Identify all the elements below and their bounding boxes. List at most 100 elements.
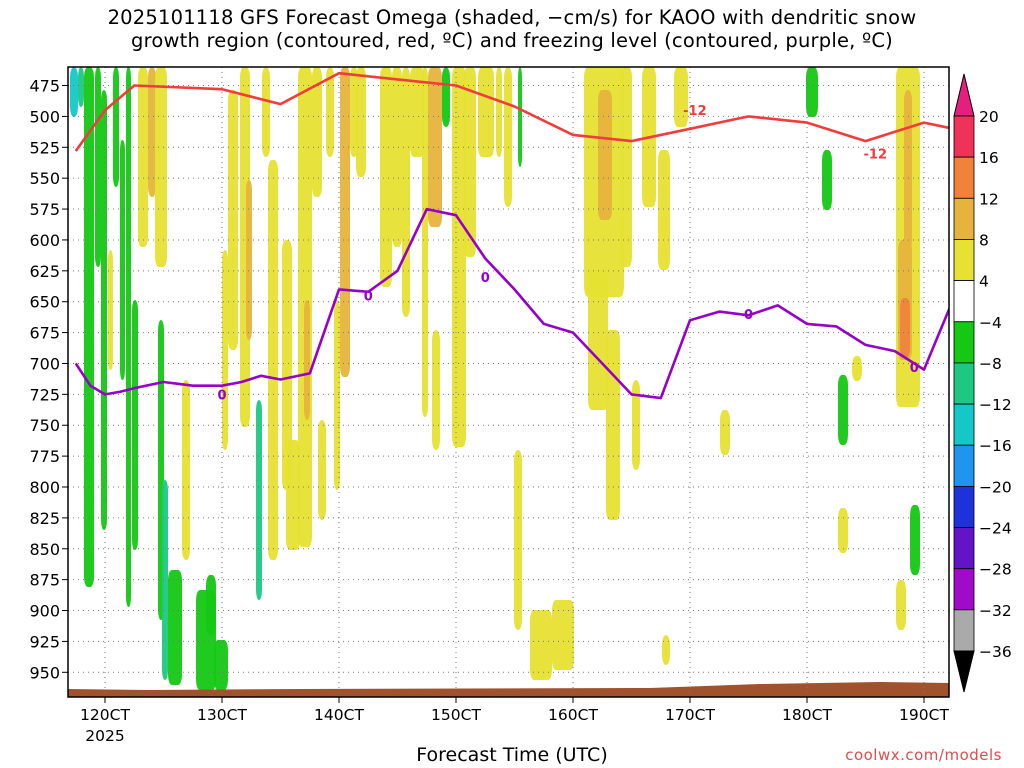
omega-cell [101, 90, 107, 530]
omega-cell [432, 330, 440, 450]
colorbar-swatch [953, 280, 975, 323]
omega-cell [262, 67, 270, 157]
x-tick-label: 130CT [197, 706, 247, 724]
colorbar-swatch [953, 321, 975, 364]
colorbar-label: 4 [979, 273, 989, 291]
freezing-level-label: 0 [910, 361, 919, 376]
omega-cell [268, 160, 278, 560]
colorbar-swatch [953, 403, 975, 446]
grid-layer [68, 67, 949, 697]
colorbar-label: 20 [979, 108, 999, 126]
y-tick-label: 700 [29, 354, 60, 373]
omega-cell [95, 67, 101, 267]
colorbar-label: −36 [979, 643, 1012, 661]
colorbar-swatch [953, 444, 975, 487]
omega-cell [380, 67, 392, 287]
omega-cell [588, 270, 608, 410]
colorbar-label: −28 [979, 561, 1012, 579]
omega-cell [282, 240, 292, 490]
colorbar-swatch [953, 197, 975, 240]
freezing-level-label: 0 [364, 290, 373, 305]
omega-cell [132, 300, 138, 550]
omega-cell [806, 67, 818, 117]
omega-cell [422, 67, 428, 417]
omega-cell [222, 250, 228, 450]
y-tick-label: 650 [29, 293, 60, 312]
dendritic-growth-contour [74, 71, 949, 152]
omega-cell [720, 410, 730, 455]
y-tick-label: 875 [29, 571, 60, 590]
freezing-level-label: 0 [217, 388, 226, 403]
omega-cell [478, 67, 494, 157]
y-tick-label: 825 [29, 509, 60, 528]
dendritic-growth-label: -12 [683, 104, 707, 119]
colorbar-swatch [953, 115, 975, 158]
omega-cell [900, 298, 910, 358]
y-tick-label: 475 [29, 77, 60, 96]
colorbar: 20 16 12 8 4 −4 −8 −12 −16 −20 −24 −28 −32 −36 [953, 73, 1012, 693]
omega-cell [70, 67, 78, 117]
omega-cell [662, 635, 670, 665]
omega-cell [84, 67, 94, 587]
omega-cell [530, 610, 552, 680]
y-tick-label: 800 [29, 478, 60, 497]
x-tick-label: 180CT [782, 706, 832, 724]
credit-text: coolwx.com/models [845, 746, 1002, 764]
omega-cell [896, 580, 906, 630]
omega-cell [113, 67, 119, 187]
omega-cell [162, 480, 168, 680]
colorbar-label: 12 [979, 190, 999, 208]
omega-cell [286, 440, 300, 550]
omega-cell [326, 67, 334, 157]
y-tick-label: 950 [29, 663, 60, 682]
omega-cell [340, 67, 350, 377]
dendritic-growth-label: -12 [864, 147, 888, 162]
omega-cell [312, 67, 322, 197]
omega-cell [168, 570, 182, 685]
y-tick-label: 625 [29, 262, 60, 281]
omega-cell [518, 67, 522, 167]
omega-cell [155, 67, 167, 267]
omega-cell [838, 508, 848, 553]
omega-cell [182, 380, 190, 560]
x-tick-label: 170CT [665, 706, 715, 724]
omega-cell [852, 356, 862, 381]
omega-cell [334, 300, 340, 490]
axes-layer: 475 500 525 550 575 600 625 650 675 700 725 750 775 8… [29, 66, 950, 745]
y-tick-label: 925 [29, 632, 60, 651]
omega-cell [674, 67, 688, 127]
y-tick-label: 525 [29, 138, 60, 157]
omega-cell [504, 67, 512, 207]
omega-cell [256, 400, 262, 600]
omega-shading-layer [68, 67, 949, 697]
y-tick-label: 900 [29, 602, 60, 621]
omega-cell [910, 505, 920, 575]
omega-cell [514, 450, 522, 630]
colorbar-swatch [953, 485, 975, 528]
y-tick-label: 775 [29, 447, 60, 466]
omega-cell [126, 67, 131, 607]
omega-cell [442, 67, 450, 127]
terrain-strip [68, 682, 949, 697]
x-tick-label: 150CT [431, 706, 481, 724]
omega-cell [246, 180, 252, 340]
omega-cell [356, 67, 366, 177]
colorbar-label: 8 [979, 231, 989, 249]
omega-cell [402, 67, 410, 317]
omega-cell [318, 420, 326, 520]
chart-title-line1: 2025101118 GFS Forecast Omega (shaded, −… [107, 6, 917, 29]
omega-cell [598, 90, 612, 220]
x-tick-label: 160CT [548, 706, 598, 724]
omega-cell [620, 67, 632, 267]
omega-cell [452, 67, 466, 447]
colorbar-label: −32 [979, 602, 1012, 620]
omega-cell [78, 67, 84, 107]
y-tick-label: 550 [29, 169, 60, 188]
chart-title-line2: growth region (contoured, red, ºC) and f… [131, 29, 893, 52]
x-axis-label: Forecast Time (UTC) [416, 744, 608, 766]
x-tick-label: 120CT [80, 706, 130, 724]
omega-cell [120, 140, 125, 380]
colorbar-label: −20 [979, 478, 1012, 496]
colorbar-top-arrow [953, 73, 975, 117]
omega-cell [206, 575, 216, 635]
